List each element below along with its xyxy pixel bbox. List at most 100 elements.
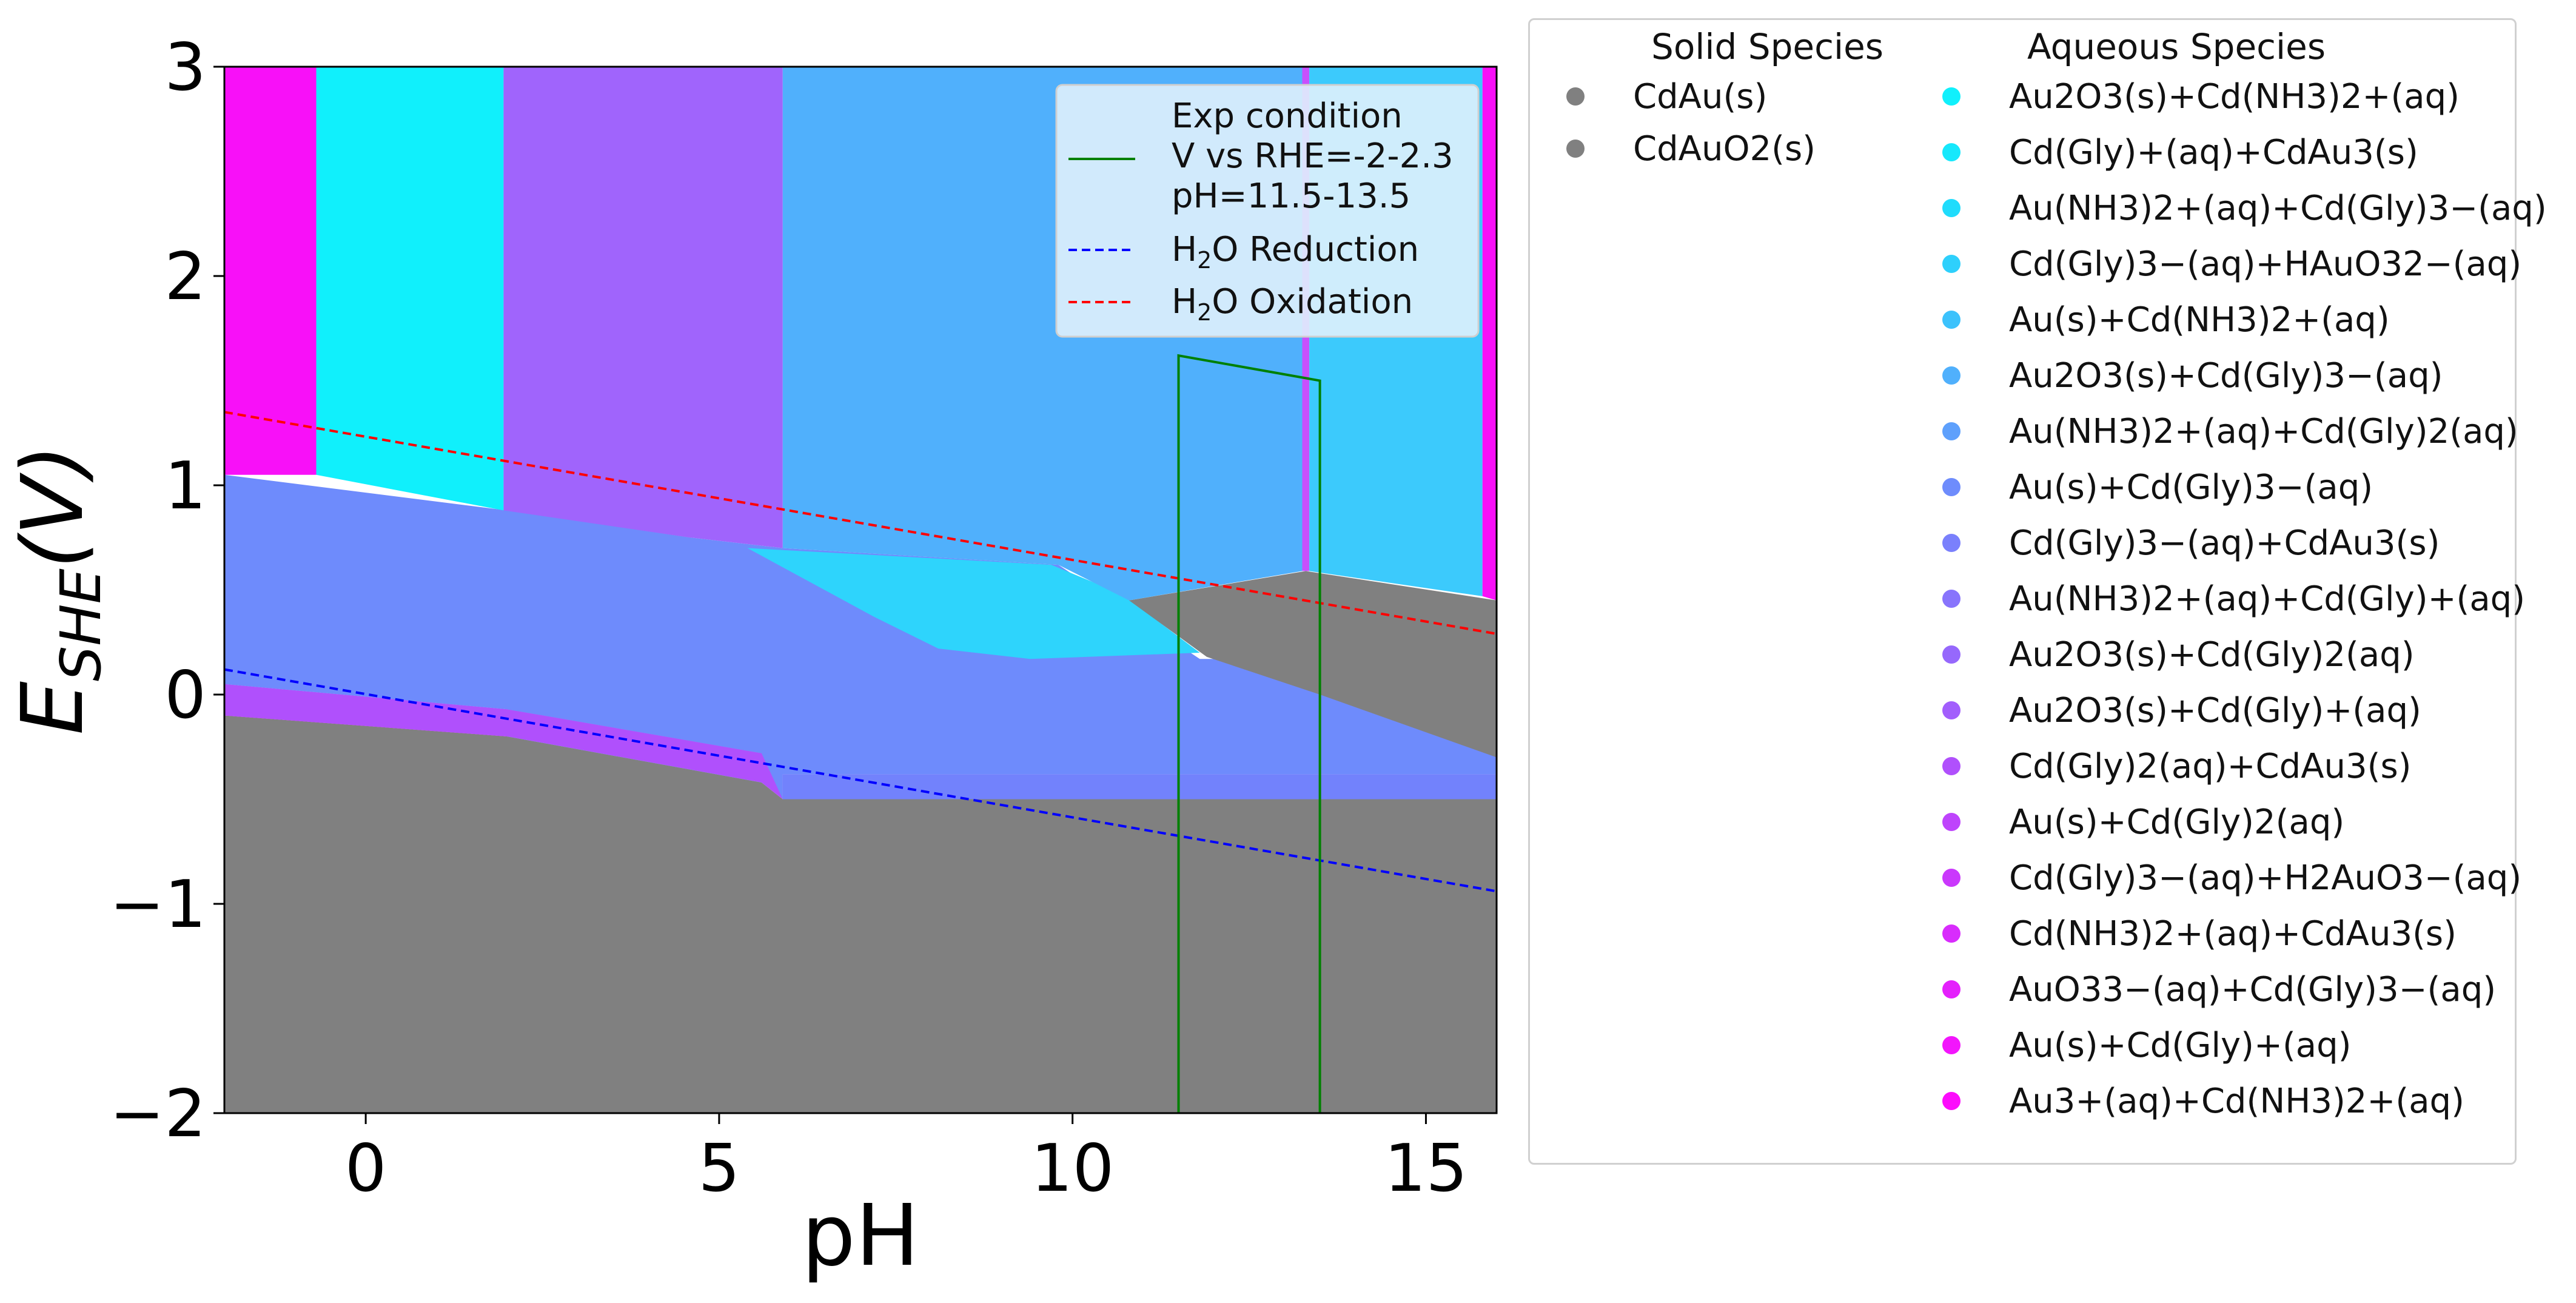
x-tick-label: 15 (1384, 1131, 1467, 1207)
exp-legend-box (1055, 84, 1480, 338)
aqueous-legend-item: Cd(Gly)3−(aq)+HAuO32−(aq) (1942, 237, 2521, 291)
reference-lines (224, 354, 1497, 1113)
y-axis-ticks: −2 −1 0 1 2 3 (110, 30, 224, 1152)
exp-legend-line-3: pH=11.5-13.5 (1172, 177, 1410, 216)
y-tick-label: −1 (110, 867, 206, 943)
exp-legend-reduction: H2O Reduction (1172, 230, 1419, 274)
legend-label: Au3+(aq)+Cd(NH3)2+(aq) (2009, 1081, 2464, 1121)
line-exp-condition (1177, 354, 1321, 1113)
region-6 (782, 774, 1497, 800)
aqueous-legend-item: Au(s)+Cd(Gly)+(aq) (1942, 1018, 2352, 1072)
legend-marker-dot (1942, 1036, 1961, 1054)
y-axis-label-sub: SHE (49, 568, 113, 681)
legend-marker-dot (1942, 590, 1961, 608)
legend-marker-dot (1942, 757, 1961, 775)
legend-marker-dot (1942, 87, 1961, 106)
legend-marker-dot (1942, 645, 1961, 664)
legend-marker-dot (1942, 199, 1961, 217)
species-legend: Solid Species Aqueous Species CdAu(s) CdA… (1528, 18, 2547, 1165)
aqueous-legend-item: Cd(Gly)2(aq)+CdAu3(s) (1942, 739, 2412, 793)
exp-legend-oxidation: H2O Oxidation (1172, 282, 1413, 326)
legend-label: CdAuO2(s) (1633, 129, 1816, 169)
legend-label: Au(s)+Cd(Gly)+(aq) (2009, 1025, 2352, 1065)
y-axis-label-main: E (4, 681, 102, 735)
x-axis-ticks: 0 5 10 15 (345, 1113, 1467, 1207)
plot-frame (223, 66, 1498, 1114)
legend-label: Au2O3(s)+Cd(Gly)2(aq) (2009, 635, 2415, 675)
legend-label: Au(s)+Cd(Gly)2(aq) (2009, 802, 2345, 842)
exp-legend-line-2: V vs RHE=-2-2.3 (1172, 136, 1454, 176)
legend-label: Cd(Gly)3−(aq)+HAuO32−(aq) (2009, 244, 2522, 284)
legend-label: Cd(Gly)+(aq)+CdAu3(s) (2009, 132, 2418, 172)
exp-legend-line-1: Exp condition (1172, 96, 1403, 136)
solid-legend-item: CdAuO2(s) (1566, 122, 1816, 175)
y-axis-label-unit: (V) (4, 444, 102, 568)
aqueous-legend-item: Cd(Gly)3−(aq)+CdAu3(s) (1942, 516, 2440, 570)
pourbaix-chart: 0 5 10 15 −2 −1 0 1 2 3 pH ESHE(V) Exp condition… (4, 30, 1498, 1285)
y-tick-label: 1 (164, 448, 206, 524)
aqueous-species-header: Aqueous Species (2027, 26, 2326, 67)
legend-label: Au(NH3)2+(aq)+Cd(Gly)3−(aq) (2009, 188, 2547, 228)
aqueous-legend-item: Au2O3(s)+Cd(Gly)2(aq) (1942, 628, 2415, 681)
region-8 (1129, 571, 1497, 758)
aqueous-legend-item: Au(NH3)2+(aq)+Cd(Gly)+(aq) (1942, 572, 2525, 625)
x-tick-label: 0 (345, 1131, 387, 1207)
legend-marker-dot (1942, 366, 1961, 385)
aqueous-legend-item: Cd(NH3)2+(aq)+CdAu3(s) (1942, 907, 2457, 960)
legend-label: Au2O3(s)+Cd(Gly)3−(aq) (2009, 355, 2443, 396)
aqueous-legend-item: Au2O3(s)+Cd(Gly)3−(aq) (1942, 349, 2443, 402)
legend-marker-dot (1942, 255, 1961, 273)
legend-marker-dot (1942, 813, 1961, 831)
aqueous-legend-item: Au3+(aq)+Cd(NH3)2+(aq) (1942, 1074, 2464, 1128)
x-axis-label: pH (802, 1187, 919, 1285)
legend-marker-dot (1566, 140, 1585, 158)
legend-label: Cd(NH3)2+(aq)+CdAu3(s) (2009, 914, 2457, 954)
region-11 (503, 67, 783, 548)
x-tick-label: 10 (1031, 1131, 1114, 1207)
legend-label: Cd(Gly)2(aq)+CdAu3(s) (2009, 746, 2412, 786)
legend-label: Au(NH3)2+(aq)+Cd(Gly)+(aq) (2009, 579, 2526, 619)
aqueous-legend-item: AuO33−(aq)+Cd(Gly)3−(aq) (1942, 963, 2496, 1016)
legend-label: Cd(Gly)3−(aq)+CdAu3(s) (2009, 523, 2440, 563)
legend-label: Au2O3(s)+Cd(NH3)2+(aq) (2009, 76, 2460, 116)
region-15 (1482, 67, 1497, 601)
legend-label: CdAu(s) (1633, 76, 1768, 116)
legend-marker-dot (1566, 87, 1585, 106)
y-tick-label: 0 (164, 658, 206, 733)
y-axis-label: ESHE(V) (4, 444, 113, 735)
exp-legend: Exp condition V vs RHE=-2-2.3 pH=11.5-13… (1055, 84, 1480, 338)
legend-marker-dot (1942, 701, 1961, 719)
aqueous-legend-item: Au(s)+Cd(Gly)2(aq) (1942, 795, 2344, 849)
legend-marker-dot (1942, 478, 1961, 496)
legend-marker-dot (1942, 1092, 1961, 1110)
aqueous-legend-item: Au2O3(s)+Cd(NH3)2+(aq) (1942, 70, 2460, 123)
region-7 (747, 548, 1200, 659)
region-4 (224, 684, 783, 800)
legend-marker-dot (1942, 143, 1961, 161)
legend-marker-dot (1942, 869, 1961, 887)
y-tick-label: 2 (164, 239, 206, 315)
legend-label: Au2O3(s)+Cd(Gly)+(aq) (2009, 690, 2421, 730)
legend-marker-dot (1942, 980, 1961, 998)
x-tick-label: 5 (699, 1131, 740, 1207)
legend-marker-dot (1942, 311, 1961, 329)
y-tick-label: 3 (164, 30, 206, 106)
legend-marker-dot (1942, 534, 1961, 552)
legend-label: Au(s)+Cd(NH3)2+(aq) (2009, 300, 2390, 340)
legend-label: AuO33−(aq)+Cd(Gly)3−(aq) (2009, 969, 2497, 1009)
aqueous-legend-item: Au(s)+Cd(Gly)3−(aq) (1942, 460, 2373, 514)
legend-label: Au(NH3)2+(aq)+Cd(Gly)2(aq) (2009, 411, 2518, 451)
region-9 (224, 67, 317, 475)
legend-label: Au(s)+Cd(Gly)3−(aq) (2009, 467, 2373, 507)
aqueous-legend-item: Au(NH3)2+(aq)+Cd(Gly)3−(aq) (1942, 181, 2547, 235)
aqueous-legend-item: Au(s)+Cd(NH3)2+(aq) (1942, 293, 2390, 346)
line-h2o-oxidation (224, 411, 1497, 635)
region-10 (316, 67, 504, 511)
solid-species-header: Solid Species (1651, 26, 1884, 67)
aqueous-legend-item: Au(NH3)2+(aq)+Cd(Gly)2(aq) (1942, 405, 2518, 458)
aqueous-legend-item: Cd(Gly)+(aq)+CdAu3(s) (1942, 126, 2418, 179)
y-tick-label: −2 (110, 1076, 206, 1152)
legend-marker-dot (1942, 924, 1961, 943)
solid-legend-item: CdAu(s) (1566, 70, 1767, 123)
legend-marker-dot (1942, 422, 1961, 440)
